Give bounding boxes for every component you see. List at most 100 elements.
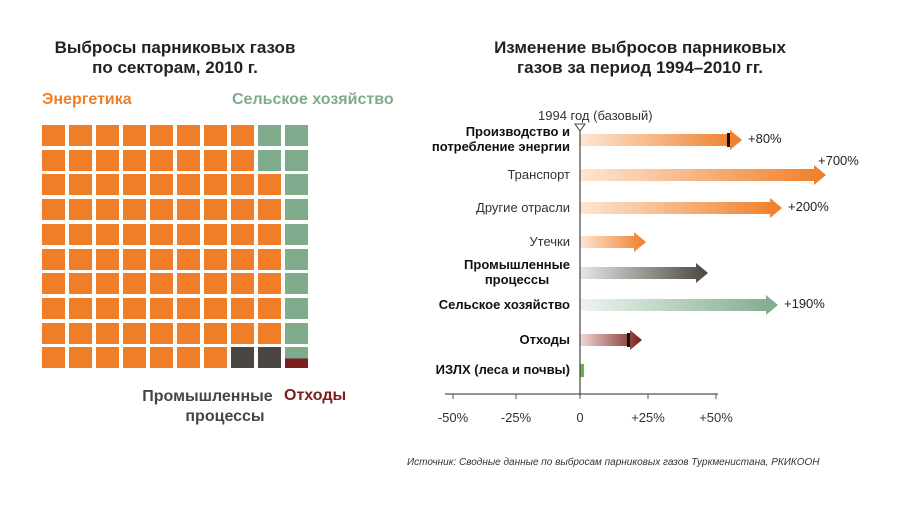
bar-category-label: ИЗЛХ (леса и почвы): [435, 361, 570, 377]
waffle-cell-energy: [96, 273, 119, 295]
waffle-cell-energy: [204, 297, 227, 319]
waffle-cell-agriculture: [285, 199, 308, 221]
waffle-cell-energy: [204, 273, 227, 295]
waffle-cell-energy: [258, 248, 281, 270]
waffle-cell-energy: [231, 322, 254, 344]
waffle-cell-energy: [69, 273, 92, 295]
waffle-cell-energy: [123, 149, 146, 171]
waffle-cell-energy: [150, 174, 173, 196]
waffle-cell-energy: [231, 199, 254, 221]
x-tick-label: -50%: [437, 410, 469, 425]
waffle-cell-energy: [69, 149, 92, 171]
waffle-cell-energy: [150, 248, 173, 270]
waffle-cell-energy: [258, 174, 281, 196]
waffle-cell-energy: [150, 125, 173, 146]
waffle-cell-energy: [123, 223, 146, 245]
waffle-cell-energy: [150, 149, 173, 171]
waffle-chart: [42, 125, 308, 373]
bar-value-label: +700%: [818, 153, 859, 168]
waffle-cell-energy: [150, 273, 173, 295]
waffle-cell-energy: [123, 125, 146, 146]
source-note: Источник: Сводные данные по выбросам пар…: [407, 457, 820, 468]
waffle-cell-energy: [258, 297, 281, 319]
waffle-cell-energy: [96, 248, 119, 270]
waffle-cell-energy: [204, 322, 227, 344]
bar-value-label: +200%: [788, 199, 829, 214]
waffle-cell-energy: [42, 273, 65, 295]
waffle-cell-energy: [96, 347, 119, 369]
waffle-cell-energy: [204, 223, 227, 245]
waffle-cell-energy: [96, 149, 119, 171]
waffle-cell-industrial: [258, 347, 281, 369]
bar-break-mark: [727, 133, 730, 147]
waffle-cell-energy: [96, 199, 119, 221]
baseline-label: 1994 год (базовый): [538, 108, 653, 123]
waffle-cell-energy: [123, 273, 146, 295]
waffle-cell-energy: [177, 174, 200, 196]
bar-category-label: Транспорт: [507, 166, 570, 182]
waffle-cell-agriculture: [285, 248, 308, 270]
waffle-cell-agriculture: [285, 174, 308, 196]
waffle-cell-energy: [69, 199, 92, 221]
x-tick-label: +25%: [631, 410, 665, 425]
waffle-cell-energy: [69, 125, 92, 146]
waffle-cell-energy: [204, 347, 227, 369]
waffle-cell-energy: [177, 199, 200, 221]
waffle-cell-energy: [42, 347, 65, 369]
waffle-cell-energy: [150, 199, 173, 221]
waffle-title-line1: Выбросы парниковых газов: [54, 38, 296, 57]
x-tick-label: +50%: [699, 410, 733, 425]
waffle-cell-energy: [69, 322, 92, 344]
bar-category-label: Отходы: [519, 331, 570, 347]
waffle-cell-energy: [258, 273, 281, 295]
waffle-cell-energy: [123, 322, 146, 344]
bar-title: Изменение выбросов парниковых газов за п…: [470, 38, 810, 78]
waffle-cell-energy: [96, 322, 119, 344]
waffle-cell-energy: [177, 322, 200, 344]
waffle-cell-energy: [258, 223, 281, 245]
waffle-cell-energy: [258, 199, 281, 221]
waffle-cell-energy: [96, 297, 119, 319]
legend-industrial-line2: процессы: [185, 408, 265, 425]
bar-4: [580, 263, 708, 283]
waffle-cell-energy: [231, 125, 254, 146]
waffle-cell-industrial: [231, 347, 254, 369]
waffle-cell-energy: [177, 125, 200, 146]
legend-energy: Энергетика: [42, 91, 132, 108]
waffle-cell-energy: [123, 199, 146, 221]
waffle-cell-energy: [69, 297, 92, 319]
legend-industrial-line1: Промышленные: [142, 388, 273, 405]
bar-title-line1: Изменение выбросов парниковых: [494, 38, 786, 57]
waffle-cell-energy: [96, 125, 119, 146]
waffle-title-line2: по секторам, 2010 г.: [92, 58, 258, 77]
waffle-cell-energy: [42, 199, 65, 221]
waffle-cell-energy: [42, 174, 65, 196]
bar-break-mark: [627, 333, 630, 347]
waffle-cell-energy: [150, 297, 173, 319]
waffle-cell-energy: [123, 248, 146, 270]
waffle-cell-energy: [42, 125, 65, 146]
waffle-cell-energy: [42, 297, 65, 319]
waffle-cell-energy: [231, 273, 254, 295]
bar-1: [580, 165, 826, 185]
waffle-cell-energy: [42, 223, 65, 245]
legend-agriculture: Сельское хозяйство: [232, 91, 394, 108]
waffle-cell-energy: [123, 297, 146, 319]
waffle-cell-energy: [42, 248, 65, 270]
bar-category-label: Промышленные процессы: [464, 257, 570, 287]
waffle-cell-energy: [69, 248, 92, 270]
legend-waste: Отходы: [284, 387, 347, 404]
waffle-cell-energy: [150, 322, 173, 344]
waffle-cell-agriculture: [285, 297, 308, 319]
waffle-cell-energy: [177, 347, 200, 369]
bar-category-label: Сельское хозяйство: [438, 296, 570, 312]
bar-value-label: +190%: [784, 296, 825, 311]
bar-category-label: Утечки: [529, 233, 570, 249]
bar-3: [580, 232, 646, 252]
waffle-cell-agriculture: [285, 273, 308, 295]
baseline-marker: [574, 123, 586, 132]
waffle-cell-energy: [150, 223, 173, 245]
waffle-cell-energy: [69, 347, 92, 369]
bar-category-label: Другие отрасли: [476, 199, 570, 215]
